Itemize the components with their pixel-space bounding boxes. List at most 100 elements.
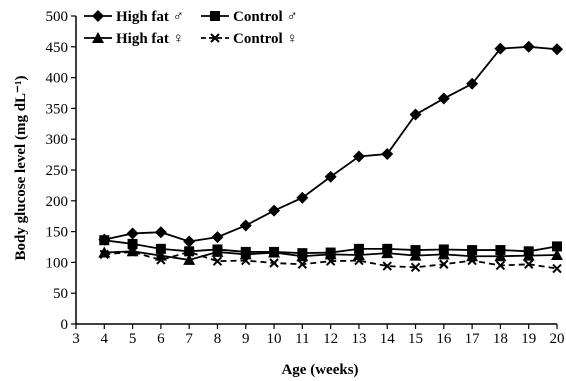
- data-point: [268, 246, 281, 258]
- data-point: [211, 245, 224, 257]
- x-tick-label: 9: [242, 331, 250, 347]
- y-tick-label: 350: [46, 101, 69, 117]
- y-tick-label: 500: [46, 9, 69, 25]
- y-tick-label: 200: [46, 194, 69, 210]
- data-point: [354, 255, 364, 266]
- data-point: [127, 238, 138, 249]
- axes: 3 4 5 6 7 8 9 10 11 12 13 14 15 16 17 18 19 2005010015020…: [46, 9, 565, 347]
- data-point: [410, 262, 421, 273]
- x-tick-label: 14: [380, 331, 396, 347]
- data-point: [297, 259, 308, 269]
- data-point: [551, 43, 563, 56]
- y-axis-title: Body glucose level (mg dL⁻¹): [13, 76, 29, 261]
- data-point: [495, 260, 506, 271]
- data-point: [382, 261, 392, 271]
- x-tick-label: 13: [351, 331, 366, 347]
- series-3: [99, 247, 562, 274]
- x-tick-label: 11: [295, 331, 309, 347]
- series-0: [98, 40, 563, 248]
- data-point: [381, 247, 394, 259]
- data-point: [381, 147, 394, 160]
- legend-item: Control ♂: [201, 9, 298, 25]
- data-point: [409, 249, 422, 261]
- legend-label: High fat ♂: [116, 9, 184, 25]
- data-point: [269, 258, 279, 268]
- legend-marker: [210, 33, 220, 43]
- data-point: [409, 108, 422, 121]
- x-tick-label: 16: [436, 331, 452, 347]
- data-point: [552, 241, 562, 252]
- x-tick-label: 3: [72, 331, 80, 347]
- x-tick-label: 20: [550, 331, 565, 347]
- y-tick-label: 150: [46, 225, 69, 241]
- legend-label: Control ♀: [233, 31, 298, 47]
- legend-item: Control ♀: [201, 31, 298, 47]
- data-point: [156, 255, 166, 265]
- legend: High fat ♂ Control ♂ High fat ♀ Control ♀: [84, 9, 298, 47]
- series-layer: [98, 40, 563, 274]
- x-tick-label: 4: [101, 331, 109, 347]
- data-point: [552, 263, 562, 274]
- data-point: [241, 255, 251, 266]
- data-point: [296, 191, 309, 204]
- x-tick-label: 7: [185, 331, 193, 347]
- x-axis-title: Age (weeks): [281, 362, 358, 378]
- legend-marker: [92, 10, 104, 22]
- data-point: [467, 245, 478, 256]
- data-point: [495, 245, 506, 256]
- data-point: [296, 250, 309, 262]
- y-tick-label: 250: [46, 163, 69, 179]
- data-point: [494, 250, 507, 262]
- data-point: [324, 248, 337, 260]
- data-point: [439, 259, 449, 269]
- data-point: [239, 219, 252, 232]
- data-point: [154, 226, 167, 239]
- data-point: [155, 243, 166, 254]
- data-point: [183, 235, 196, 248]
- legend-marker: [210, 11, 220, 21]
- data-point: [211, 231, 224, 244]
- data-point: [127, 247, 138, 257]
- y-tick-label: 0: [61, 317, 69, 333]
- data-point: [494, 42, 507, 55]
- x-tick-label: 15: [408, 331, 423, 347]
- series-line: [104, 45, 558, 243]
- data-point: [437, 248, 450, 260]
- data-point: [522, 249, 535, 261]
- data-point: [184, 247, 194, 257]
- data-point: [183, 253, 196, 265]
- legend-label: Control ♂: [233, 9, 298, 25]
- data-point: [522, 40, 535, 53]
- y-tick-label: 450: [46, 40, 69, 56]
- data-point: [551, 249, 563, 261]
- x-tick-label: 19: [521, 331, 536, 347]
- x-tick-label: 18: [493, 331, 508, 347]
- x-tick-label: 17: [465, 331, 481, 347]
- x-tick-label: 8: [214, 331, 222, 347]
- y-tick-label: 400: [46, 71, 69, 87]
- data-point: [437, 92, 450, 105]
- data-point: [523, 259, 534, 269]
- data-point: [324, 170, 337, 183]
- data-point: [126, 227, 139, 240]
- data-point: [99, 249, 110, 260]
- x-tick-label: 10: [267, 331, 282, 347]
- data-point: [467, 255, 477, 266]
- x-tick-label: 6: [157, 331, 165, 347]
- data-point: [99, 235, 110, 246]
- legend-item: High fat ♂: [84, 9, 184, 25]
- y-tick-label: 50: [53, 286, 68, 302]
- x-tick-label: 5: [129, 331, 137, 347]
- legend-item: High fat ♀: [84, 31, 184, 47]
- data-point: [352, 150, 365, 163]
- y-tick-label: 300: [46, 132, 69, 148]
- data-point: [466, 77, 479, 90]
- y-tick-label: 100: [46, 255, 69, 271]
- x-tick-label: 12: [323, 331, 338, 347]
- data-point: [268, 204, 281, 217]
- data-point: [325, 256, 336, 266]
- legend-label: High fat ♀: [116, 31, 184, 47]
- legend-marker: [92, 32, 104, 43]
- data-point: [353, 243, 364, 254]
